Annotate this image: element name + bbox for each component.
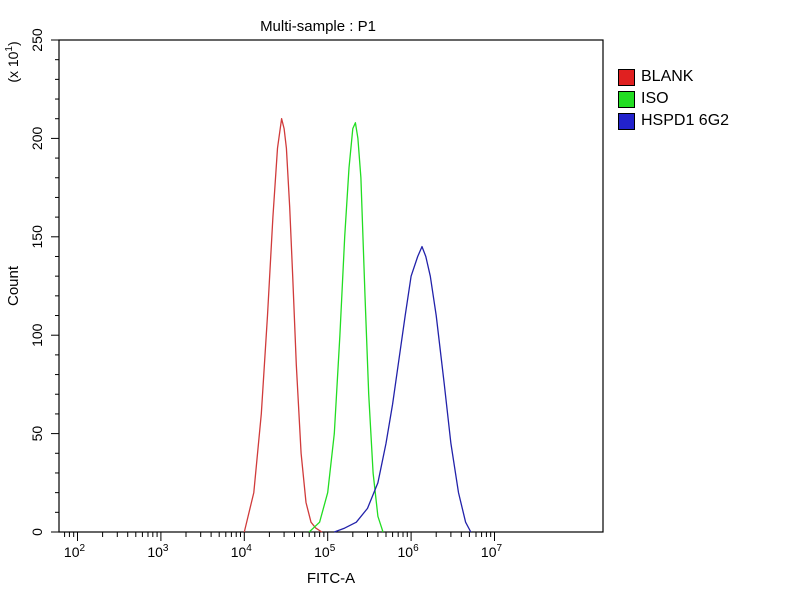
x-tick-label: 106 xyxy=(398,543,420,560)
legend-item-blank: BLANK xyxy=(618,66,729,88)
legend-label: ISO xyxy=(641,90,669,107)
y-tick-label: 250 xyxy=(29,28,45,52)
x-tick-label: 105 xyxy=(314,543,336,560)
series-line-blank xyxy=(243,118,323,533)
y-tick-label: 200 xyxy=(29,127,45,151)
y-axis-multiplier: (x 101) xyxy=(4,41,21,82)
x-tick-label: 102 xyxy=(64,543,86,560)
legend-item-hspd1-6g2: HSPD1 6G2 xyxy=(618,110,729,132)
x-tick-label: 103 xyxy=(147,543,169,560)
y-tick-label: 0 xyxy=(29,528,45,536)
x-axis-label: FITC-A xyxy=(307,570,355,587)
legend-label: BLANK xyxy=(641,68,694,85)
y-axis-label: Count xyxy=(5,265,22,306)
chart-title: Multi-sample : P1 xyxy=(260,18,376,35)
series-line-iso xyxy=(308,122,384,533)
y-tick-label: 100 xyxy=(29,323,45,347)
legend-item-iso: ISO xyxy=(618,88,729,110)
x-tick-label: 107 xyxy=(481,543,503,560)
x-axis: 102 103 104 105 106 107 xyxy=(64,532,503,560)
legend-swatch xyxy=(618,112,635,130)
series-layer xyxy=(243,118,472,533)
y-axis: 0 50 100 150 200 250 xyxy=(29,28,59,536)
plot-frame xyxy=(58,39,604,533)
legend-label: HSPD1 6G2 xyxy=(641,112,730,129)
x-tick-label: 104 xyxy=(231,543,253,560)
legend-swatch xyxy=(618,90,635,108)
series-line-hspd1-6g2 xyxy=(334,245,472,533)
y-tick-label: 50 xyxy=(29,426,45,442)
legend-swatch xyxy=(618,68,635,86)
legend: BLANK ISO HSPD1 6G2 xyxy=(618,66,729,132)
y-tick-label: 150 xyxy=(29,225,45,249)
